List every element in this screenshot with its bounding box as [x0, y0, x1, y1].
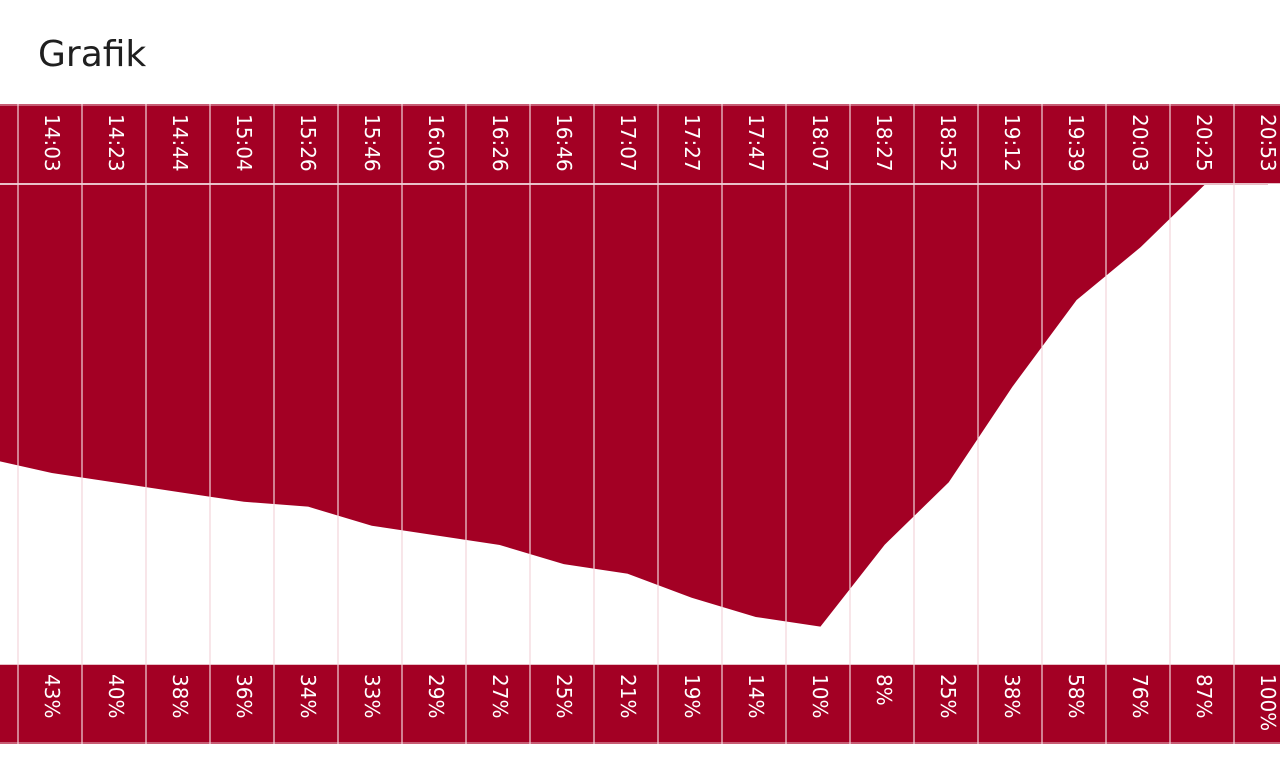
value-data-label: 14%	[744, 674, 768, 718]
time-tick-label: 18:07	[808, 114, 832, 172]
time-tick-label: 16:26	[488, 114, 512, 172]
value-data-label: 36%	[232, 674, 256, 718]
time-tick-label: 14:44	[168, 114, 192, 172]
value-data-label: 40%	[104, 674, 128, 718]
time-tick-label: 18:52	[936, 114, 960, 172]
time-tick-label: 17:47	[744, 114, 768, 172]
time-tick-label: 15:46	[360, 114, 384, 172]
value-data-label: 38%	[168, 674, 192, 718]
time-tick-label: 20:25	[1192, 114, 1216, 172]
time-tick-label: 14:23	[104, 114, 128, 172]
value-data-label: 10%	[808, 674, 832, 718]
time-tick-label: 16:46	[552, 114, 576, 172]
series-line	[0, 183, 1268, 627]
time-tick-label: 20:03	[1128, 114, 1152, 172]
value-data-label: 29%	[424, 674, 448, 718]
time-tick-label: 20:53	[1256, 114, 1280, 172]
value-data-label: 27%	[488, 674, 512, 718]
value-data-label: 58%	[1064, 674, 1088, 718]
value-data-label: 38%	[1000, 674, 1024, 718]
time-tick-label: 14:03	[40, 114, 64, 172]
value-data-label: 43%	[40, 674, 64, 718]
value-data-label: 76%	[1128, 674, 1152, 718]
value-data-label: 25%	[936, 674, 960, 718]
percent-footer-band	[0, 664, 1280, 744]
time-tick-label: 18:27	[872, 114, 896, 172]
value-data-label: 33%	[360, 674, 384, 718]
area-fill	[0, 184, 1268, 626]
value-data-label: 34%	[296, 674, 320, 718]
value-data-label: 21%	[616, 674, 640, 718]
time-tick-label: 15:26	[296, 114, 320, 172]
value-data-label: 25%	[552, 674, 576, 718]
time-tick-label: 15:04	[232, 114, 256, 172]
time-header-band	[0, 104, 1280, 184]
time-tick-label: 16:06	[424, 114, 448, 172]
value-data-label: 100%	[1256, 674, 1280, 731]
value-data-label: 8%	[872, 674, 896, 706]
time-tick-label: 17:27	[680, 114, 704, 172]
page-title: Grafik	[38, 34, 147, 75]
time-tick-label: 19:12	[1000, 114, 1024, 172]
value-data-label: 87%	[1192, 674, 1216, 718]
time-tick-label: 19:39	[1064, 114, 1088, 172]
time-tick-label: 17:07	[616, 114, 640, 172]
value-data-label: 19%	[680, 674, 704, 718]
